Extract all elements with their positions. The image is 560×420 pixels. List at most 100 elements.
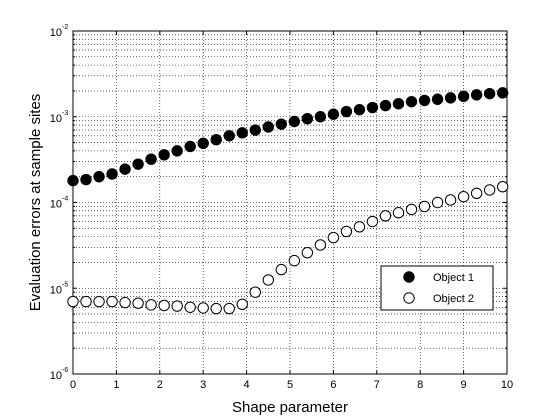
data-point — [158, 299, 170, 312]
legend-marker-object-2 — [403, 292, 415, 304]
data-point — [327, 108, 340, 120]
data-point — [418, 94, 431, 107]
y-tick-exponent: -3 — [62, 110, 68, 117]
data-point — [184, 301, 196, 313]
series — [67, 87, 509, 315]
x-tick-label: 1 — [113, 379, 119, 391]
plot-frame — [72, 30, 508, 375]
grid — [73, 31, 507, 374]
data-point — [197, 302, 209, 314]
data-point — [93, 170, 105, 183]
data-point — [405, 203, 418, 216]
data-point — [470, 89, 483, 101]
legend-marker-object-1 — [403, 271, 415, 283]
data-point — [106, 168, 118, 180]
data-point — [184, 140, 196, 153]
data-point — [93, 295, 105, 308]
data-point — [483, 87, 496, 100]
x-axis-label: Shape parameter — [232, 399, 348, 416]
y-tick-label: 10 — [50, 27, 62, 39]
data-point — [262, 274, 274, 286]
data-point — [197, 137, 209, 150]
legend-box — [380, 265, 494, 311]
data-point — [80, 173, 92, 186]
data-point — [314, 239, 327, 251]
data-point — [405, 95, 418, 108]
data-point — [327, 231, 340, 244]
x-tick-labels: 0 1 2 3 4 5 6 7 8 9 10 — [70, 379, 513, 391]
data-point — [379, 210, 392, 222]
data-point — [301, 246, 314, 259]
data-point — [457, 90, 470, 103]
data-point — [444, 194, 457, 206]
data-point — [444, 92, 457, 104]
y-tick-exponent: -6 — [62, 367, 68, 374]
data-point — [483, 184, 496, 196]
data-point — [314, 111, 327, 123]
data-point — [262, 121, 274, 133]
data-point — [288, 115, 301, 128]
y-tick-exponent: -4 — [62, 196, 68, 203]
data-point — [353, 221, 366, 233]
x-tick-label: 4 — [244, 379, 250, 391]
data-point — [236, 127, 248, 139]
y-tick-exponent: -2 — [62, 24, 68, 31]
data-point — [379, 99, 392, 112]
data-point — [392, 207, 405, 219]
x-tick-label: 7 — [374, 379, 380, 391]
x-tick-label: 6 — [330, 379, 336, 391]
legend: Object 1 Object 2 — [380, 265, 494, 311]
data-point — [275, 118, 288, 130]
series-1 — [67, 87, 509, 187]
data-point — [223, 130, 235, 142]
data-point — [431, 196, 444, 209]
data-point — [67, 174, 79, 187]
data-point — [249, 124, 261, 136]
data-point — [145, 153, 157, 165]
data-point — [145, 299, 157, 311]
data-point — [236, 298, 248, 310]
y-tick-label: 10 — [50, 284, 62, 296]
data-point — [119, 296, 131, 309]
data-point — [132, 297, 144, 309]
data-point — [171, 145, 183, 157]
data-point — [340, 105, 353, 118]
legend-label-object-1: Object 1 — [433, 272, 474, 284]
data-point — [132, 158, 144, 170]
data-point — [470, 187, 483, 200]
data-point — [366, 215, 379, 228]
y-tick-label: 10 — [50, 113, 62, 125]
data-point — [392, 97, 405, 110]
data-point — [210, 133, 222, 146]
x-tick-label: 0 — [70, 379, 76, 391]
x-tick-label: 5 — [287, 379, 293, 391]
data-point — [67, 295, 79, 308]
data-point — [353, 103, 366, 116]
x-tick-label: 3 — [200, 379, 206, 391]
data-point — [275, 263, 288, 276]
data-point — [288, 254, 301, 267]
data-point — [418, 200, 431, 213]
y-axis-label: Evaluation errors at sample sites — [27, 94, 44, 312]
x-tick-label: 10 — [501, 379, 513, 391]
legend-label-object-2: Object 2 — [433, 293, 474, 305]
data-point — [119, 163, 131, 175]
data-point — [457, 190, 470, 203]
data-point — [210, 302, 222, 315]
data-point — [106, 295, 118, 308]
data-point — [171, 300, 183, 312]
data-point — [496, 87, 509, 99]
data-point — [366, 101, 379, 114]
y-tick-label: 10 — [50, 199, 62, 211]
data-point — [158, 149, 170, 161]
data-point — [301, 112, 314, 125]
data-point — [340, 225, 353, 238]
x-tick-label: 9 — [461, 379, 467, 391]
y-tick-label: 10 — [50, 370, 62, 382]
y-tick-labels: 10-610-510-410-310-2 — [50, 24, 69, 382]
data-point — [431, 93, 444, 105]
series-2 — [67, 180, 509, 315]
data-point — [496, 180, 509, 193]
